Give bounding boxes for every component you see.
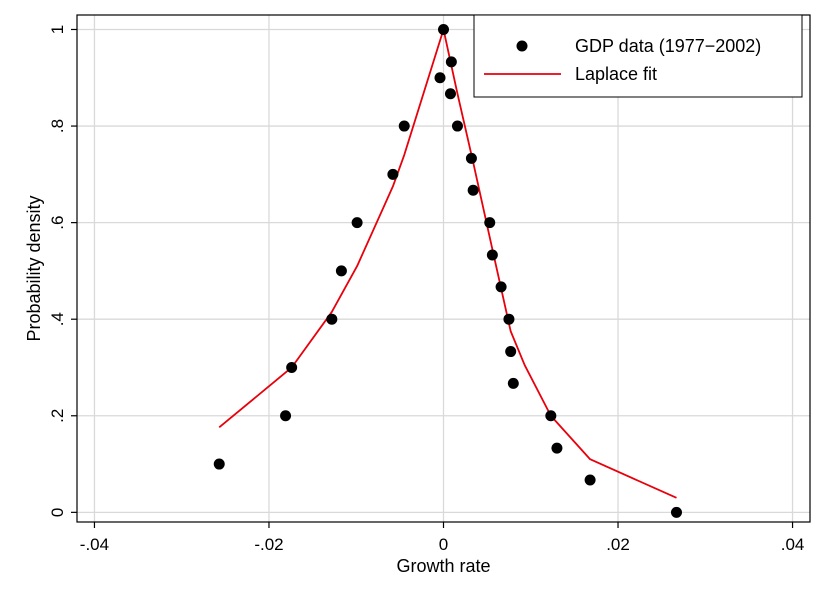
y-tick-label: .2	[48, 409, 67, 423]
legend-label-laplace-fit: Laplace fit	[575, 64, 657, 84]
data-point	[351, 217, 363, 229]
x-tick-label: 0	[439, 535, 448, 554]
y-tick-label: .8	[48, 119, 67, 133]
data-point	[335, 265, 347, 277]
x-tick-label: .02	[606, 535, 630, 554]
data-point	[551, 442, 563, 454]
x-tick-label: .04	[781, 535, 805, 554]
x-axis-title: Growth rate	[396, 556, 490, 576]
data-point	[584, 474, 596, 486]
data-point	[213, 458, 225, 470]
y-tick-label: .6	[48, 216, 67, 230]
x-axis: -.04 -.02 0 .02 .04	[80, 522, 805, 554]
data-point	[486, 249, 498, 261]
data-point	[280, 410, 292, 422]
y-tick-label: 0	[48, 508, 67, 517]
y-axis: 0 .2 .4 .6 .8 1	[48, 25, 77, 517]
data-point	[505, 346, 517, 358]
fit-layer	[218, 28, 677, 499]
legend-label-gdp-data: GDP data (1977−2002)	[575, 36, 761, 56]
data-point	[438, 23, 449, 35]
data-point	[444, 88, 456, 100]
data-point	[434, 72, 446, 84]
legend-marker-gdp-data	[516, 40, 528, 52]
legend: GDP data (1977−2002) Laplace fit	[473, 14, 803, 98]
x-tick-label: -.04	[80, 535, 109, 554]
data-point	[326, 313, 338, 325]
x-tick-label: -.02	[254, 535, 283, 554]
data-point	[387, 168, 399, 180]
data-point	[467, 184, 479, 196]
data-point	[670, 506, 682, 518]
data-point	[451, 120, 463, 132]
data-point	[445, 56, 457, 68]
data-point	[495, 281, 507, 293]
y-axis-title: Probability density	[24, 195, 44, 341]
data-point	[507, 377, 519, 389]
data-point	[484, 217, 496, 229]
data-point	[503, 313, 515, 325]
data-point	[398, 120, 410, 132]
points-layer	[213, 23, 682, 518]
data-point	[545, 410, 557, 422]
data-point	[286, 361, 298, 373]
data-point	[465, 152, 477, 164]
y-tick-label: .4	[48, 312, 67, 326]
y-tick-label: 1	[48, 25, 67, 34]
legend-box	[473, 14, 803, 98]
laplace-fit-line	[218, 28, 677, 499]
